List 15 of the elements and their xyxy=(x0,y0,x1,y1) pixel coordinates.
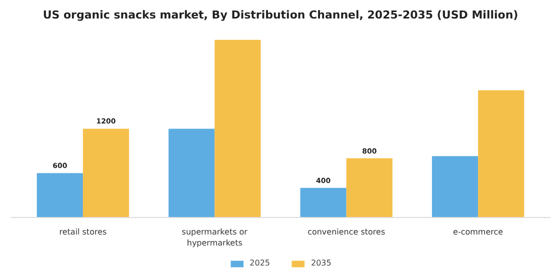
legend-label: 2025 xyxy=(250,258,270,268)
x-tick-label: e-commerce xyxy=(453,228,504,236)
legend-label: 2035 xyxy=(311,258,332,268)
bar xyxy=(478,90,524,218)
x-tick-label: retail stores xyxy=(59,228,107,236)
bar xyxy=(36,173,83,218)
bar xyxy=(346,158,392,218)
bar xyxy=(168,128,215,218)
x-tick-label: convenience stores xyxy=(308,228,386,236)
x-tick-label: supermarkets or hypermarkets xyxy=(182,228,248,248)
bar xyxy=(432,156,478,218)
bar xyxy=(82,128,130,218)
chart-title: US organic snacks market, By Distribution Channel, 2025-2035 (USD Million) xyxy=(42,8,518,22)
bar xyxy=(300,188,346,218)
bar xyxy=(214,40,261,218)
